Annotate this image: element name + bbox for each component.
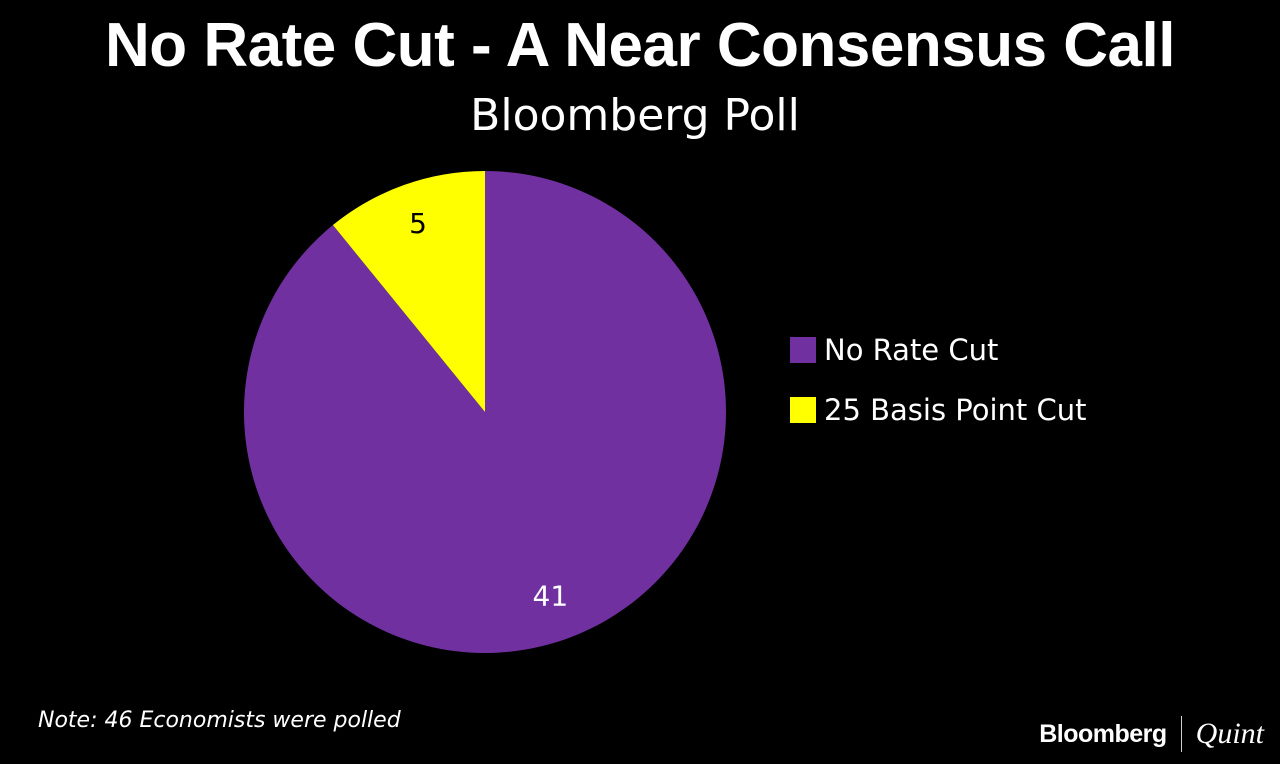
- legend-swatch-no-rate-cut: [790, 337, 816, 363]
- legend-item-no-rate-cut: No Rate Cut: [790, 330, 1210, 370]
- brand-logo: Bloomberg Quint: [1039, 712, 1264, 756]
- pie-slice-no-rate-cut: [244, 171, 727, 653]
- pie-slice-25-basis-point-cut: [332, 171, 485, 412]
- legend-label-no-rate-cut: No Rate Cut: [824, 333, 999, 367]
- chart-title: No Rate Cut - A Near Consensus Call: [105, 11, 1175, 80]
- legend-swatch-25-basis-point-cut: [790, 397, 816, 423]
- data-label-no-rate-cut: 41: [533, 579, 569, 612]
- pie-slice-labels: 41 5: [409, 207, 568, 612]
- brand-bloomberg: Bloomberg: [1039, 719, 1167, 748]
- chart-subtitle: Bloomberg Poll: [470, 90, 800, 141]
- brand-quint: Quint: [1195, 717, 1264, 750]
- chart-legend: No Rate Cut 25 Basis Point Cut: [790, 330, 1210, 450]
- legend-item-25-basis-point-cut: 25 Basis Point Cut: [790, 390, 1210, 430]
- footnote: Note: 46 Economists were polled: [38, 708, 401, 733]
- brand-divider: [1180, 716, 1182, 752]
- legend-label-25-basis-point-cut: 25 Basis Point Cut: [824, 393, 1087, 427]
- data-label-25-basis-point-cut: 5: [409, 207, 427, 240]
- pie-slices: [244, 171, 727, 653]
